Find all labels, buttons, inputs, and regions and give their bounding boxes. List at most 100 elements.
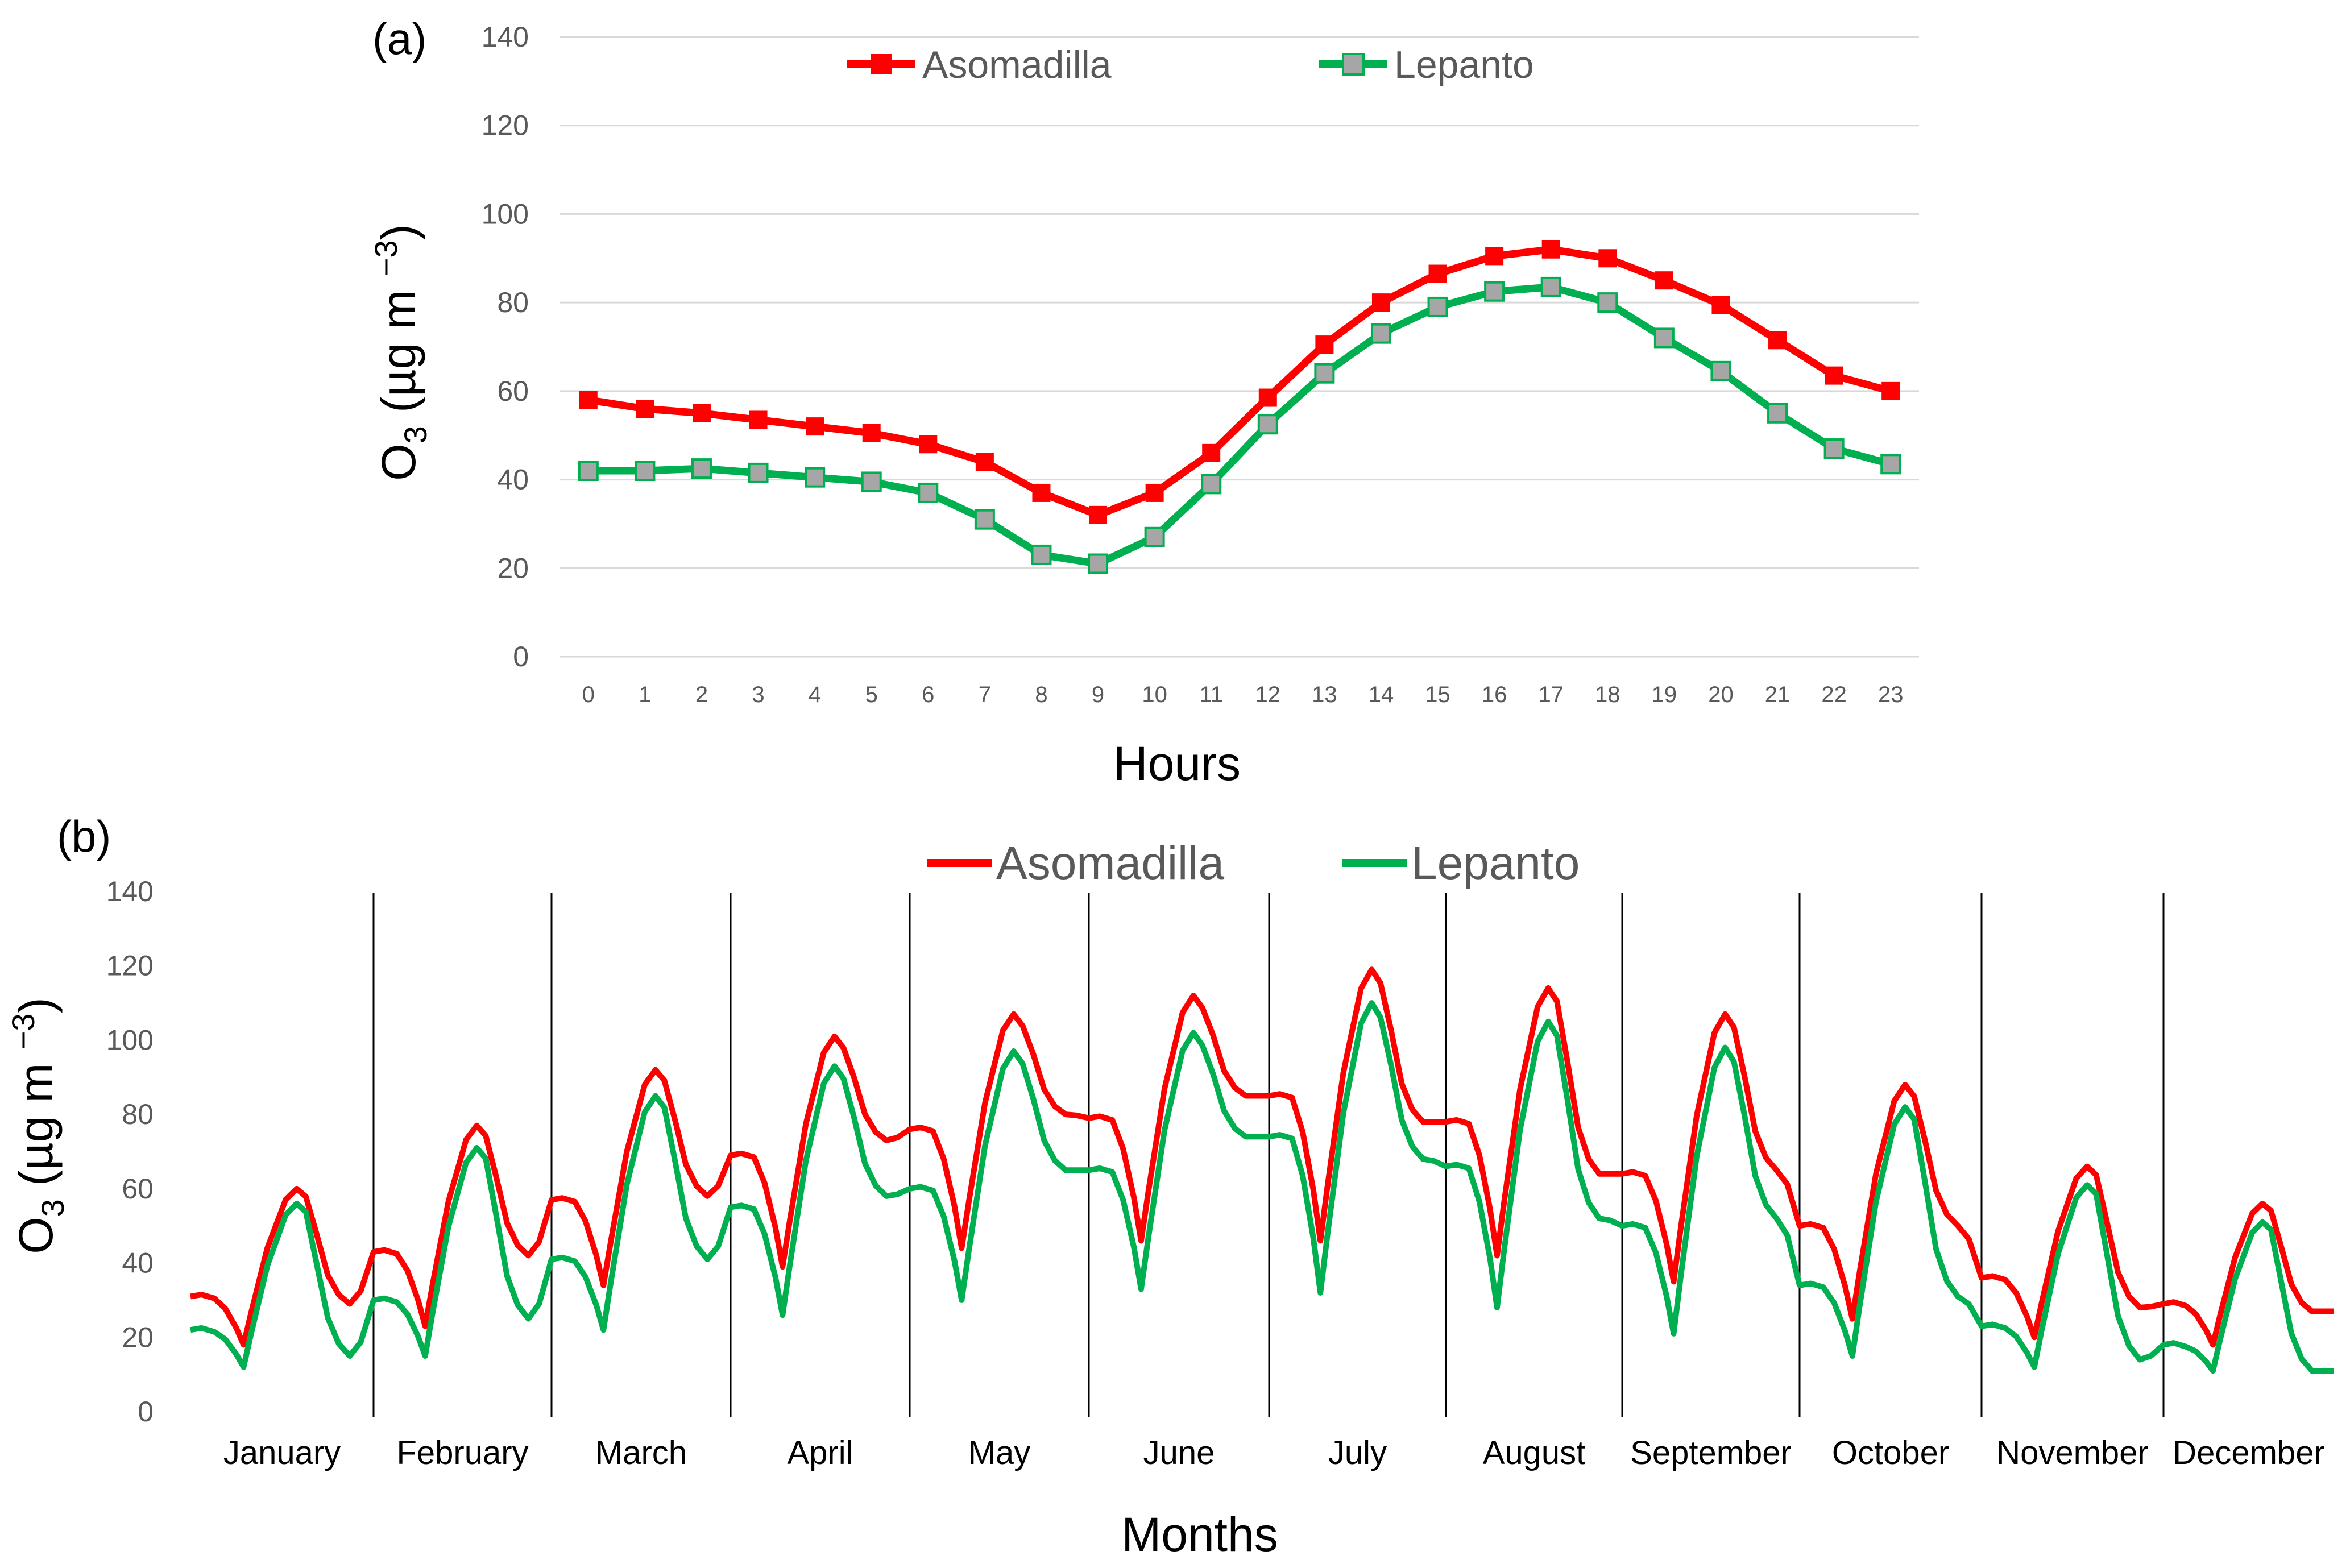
month-label: November bbox=[1996, 1434, 2149, 1471]
panel-a-x-tick-label: 5 bbox=[865, 682, 878, 707]
month-label: April bbox=[787, 1434, 853, 1471]
panel-a-point-lepanto bbox=[691, 458, 712, 479]
panel-a-point-asomadilla bbox=[1881, 381, 1900, 400]
panel-a-point-asomadilla bbox=[1315, 335, 1334, 354]
panel-a-y-ticks: 0 20 40 60 80 100 120 140 bbox=[482, 21, 529, 673]
panel-a-y-tick-label: 120 bbox=[482, 110, 529, 142]
panel-a-x-tick-label: 2 bbox=[695, 682, 708, 707]
panel-b-y-tick-label: 100 bbox=[106, 1024, 154, 1056]
panel-a-point-asomadilla bbox=[1768, 331, 1787, 350]
panel-a-point-lepanto bbox=[1031, 544, 1052, 565]
legend-b-label-asomadilla: Asomadilla bbox=[996, 837, 1224, 889]
panel-a-x-tick-label: 22 bbox=[1821, 682, 1847, 707]
panel-a-point-asomadilla bbox=[1089, 505, 1108, 524]
panel-a-point-asomadilla bbox=[692, 404, 711, 422]
panel-a-point-lepanto bbox=[1257, 414, 1278, 435]
panel-a-point-lepanto bbox=[1370, 323, 1391, 344]
panel-a-x-tick-label: 4 bbox=[809, 682, 821, 707]
panel-a-y-tick-label: 20 bbox=[497, 552, 529, 584]
panel-b-y-tick-label: 0 bbox=[138, 1396, 154, 1428]
month-label: December bbox=[2173, 1434, 2325, 1471]
panel-a-point-lepanto bbox=[635, 461, 656, 481]
panel-a-point-asomadilla bbox=[1825, 366, 1843, 385]
panel-b-label: (b) bbox=[57, 811, 111, 861]
panel-a-y-tick-label: 100 bbox=[482, 198, 529, 230]
panel-a-point-lepanto bbox=[861, 471, 882, 492]
legend-a-label-lepanto: Lepanto bbox=[1394, 43, 1534, 86]
panel-a-x-tick-label: 7 bbox=[979, 682, 991, 707]
panel-a-x-tick-label: 11 bbox=[1199, 682, 1223, 707]
panel-a-point-lepanto bbox=[1767, 403, 1788, 424]
panel-a-point-asomadilla bbox=[1428, 264, 1447, 283]
panel-a-x-tick-label: 21 bbox=[1765, 682, 1791, 707]
panel-b-y-tick-label: 60 bbox=[122, 1173, 154, 1205]
panel-a-legend: Asomadilla Lepanto bbox=[847, 43, 1534, 86]
panel-b-line-lepanto bbox=[190, 1000, 2334, 1374]
panel-a-point-lepanto bbox=[1484, 281, 1505, 302]
panel-a-point-lepanto bbox=[1653, 327, 1675, 349]
panel-a-x-tick-label: 18 bbox=[1595, 682, 1620, 707]
panel-b-y-tick-label: 20 bbox=[122, 1321, 154, 1353]
panel-a-point-lepanto bbox=[748, 462, 769, 483]
panel-a-point-asomadilla bbox=[862, 424, 881, 442]
panel-a-series bbox=[578, 240, 1901, 574]
panel-b-y-tick-label: 80 bbox=[122, 1098, 154, 1130]
month-label: February bbox=[396, 1434, 528, 1471]
panel-a-point-lepanto bbox=[1088, 553, 1109, 574]
month-label: January bbox=[223, 1434, 341, 1471]
panel-a-y-tick-label: 80 bbox=[497, 287, 529, 318]
panel-a-line-asomadilla bbox=[587, 246, 1892, 519]
panel-a-point-asomadilla bbox=[636, 400, 654, 418]
panel-a-point-asomadilla bbox=[1711, 296, 1730, 314]
panel-b-month-separators bbox=[372, 893, 2165, 1417]
panel-a-point-asomadilla bbox=[1258, 388, 1277, 407]
panel-a-point-lepanto bbox=[1144, 526, 1165, 547]
panel-b-month-labels: January February March April May June July Augu… bbox=[223, 1434, 2325, 1471]
panel-b-x-axis-title: Months bbox=[1121, 1508, 1278, 1561]
panel-b-line-asomadilla bbox=[190, 966, 2334, 1348]
month-label: May bbox=[968, 1434, 1031, 1471]
panel-a-point-lepanto bbox=[805, 467, 826, 488]
panel-a-point-asomadilla bbox=[975, 453, 994, 471]
panel-b-legend: Asomadilla Lepanto bbox=[927, 837, 1580, 889]
month-label: August bbox=[1483, 1434, 1586, 1471]
panel-a-label: (a) bbox=[372, 14, 426, 64]
panel-a-x-tick-label: 1 bbox=[639, 682, 651, 707]
panel-a-point-lepanto bbox=[1597, 292, 1618, 313]
legend-a-marker-asomadilla bbox=[871, 54, 892, 74]
panel-a-y-tick-label: 60 bbox=[497, 375, 529, 407]
panel-a-y-tick-label: 140 bbox=[482, 21, 529, 53]
panel-a-x-tick-label: 20 bbox=[1708, 682, 1734, 707]
legend-b-label-lepanto: Lepanto bbox=[1411, 837, 1580, 889]
panel-a-point-lepanto bbox=[1710, 360, 1731, 381]
panel-a-point-lepanto bbox=[1880, 454, 1901, 475]
panel-b-y-tick-label: 120 bbox=[106, 950, 154, 982]
panel-a-x-tick-label: 12 bbox=[1255, 682, 1281, 707]
panel-a-gridlines bbox=[560, 36, 1919, 658]
legend-a-marker-lepanto bbox=[1342, 53, 1365, 76]
panel-a-point-asomadilla bbox=[806, 417, 824, 436]
legend-a-label-asomadilla: Asomadilla bbox=[922, 43, 1112, 86]
panel-a-point-lepanto bbox=[578, 461, 599, 481]
month-label: September bbox=[1630, 1434, 1792, 1471]
panel-a-point-asomadilla bbox=[1032, 483, 1051, 502]
panel-a-x-tick-label: 13 bbox=[1312, 682, 1337, 707]
month-label: March bbox=[595, 1434, 687, 1471]
panel-a-point-lepanto bbox=[918, 482, 939, 503]
panel-a-point-asomadilla bbox=[1485, 247, 1504, 266]
panel-a-x-tick-label: 17 bbox=[1538, 682, 1564, 707]
panel-a-x-tick-label: 14 bbox=[1369, 682, 1394, 707]
panel-a-x-ticks: 0 1 2 3 4 5 6 7 8 9 10 11 12 13 14 15 16 17 18 19 20 21 22 23 bbox=[582, 682, 1904, 707]
panel-a-point-asomadilla bbox=[1598, 249, 1617, 268]
panel-a-x-tick-label: 9 bbox=[1092, 682, 1104, 707]
panel-a-x-tick-label: 16 bbox=[1482, 682, 1507, 707]
panel-b-series bbox=[190, 966, 2334, 1374]
panel-a-point-asomadilla bbox=[579, 391, 598, 409]
panel-a-point-lepanto bbox=[1823, 438, 1845, 459]
panel-b-monthly-chart: (b) 0 20 40 60 80 100 120 140 January February Ma… bbox=[5, 811, 2334, 1561]
panel-a-point-lepanto bbox=[1201, 474, 1222, 495]
panel-a-x-tick-label: 10 bbox=[1142, 682, 1167, 707]
panel-a-point-asomadilla bbox=[919, 435, 938, 454]
panel-a-y-tick-label: 0 bbox=[513, 641, 529, 673]
